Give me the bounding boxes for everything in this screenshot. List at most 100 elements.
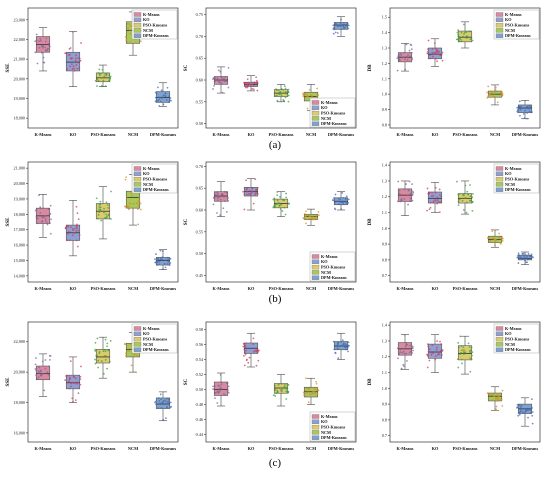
- data-point: [77, 392, 80, 395]
- data-point: [518, 254, 521, 257]
- row-label-a: (a): [268, 139, 282, 151]
- data-point: [157, 257, 159, 260]
- data-point: [76, 245, 79, 248]
- legend-swatch: [133, 171, 142, 176]
- legend-swatch: [495, 347, 504, 352]
- box-body: [487, 392, 503, 402]
- data-point: [74, 227, 76, 230]
- data-point: [457, 200, 460, 203]
- data-point: [315, 382, 318, 385]
- data-point: [340, 208, 343, 210]
- data-point: [127, 208, 130, 211]
- y-tick-label: 1.1: [382, 76, 387, 81]
- data-point: [285, 92, 288, 95]
- data-point: [405, 352, 408, 355]
- data-point: [72, 229, 74, 232]
- data-point: [218, 388, 221, 390]
- data-point: [161, 96, 164, 99]
- legend-swatch: [133, 182, 142, 187]
- data-point: [139, 40, 142, 43]
- legend-label: K-Means: [505, 12, 522, 17]
- data-point: [168, 264, 171, 266]
- data-point: [316, 214, 319, 217]
- data-point: [426, 354, 429, 357]
- legend-label: PSO-Kmeans: [143, 23, 168, 28]
- legend-swatch: [133, 28, 142, 33]
- data-point: [165, 99, 168, 101]
- data-point: [128, 350, 131, 353]
- data-point: [458, 198, 461, 201]
- data-point: [70, 63, 73, 66]
- data-point: [167, 258, 170, 261]
- data-point: [437, 351, 440, 354]
- data-point: [404, 58, 407, 61]
- data-point: [245, 342, 247, 345]
- data-point: [35, 216, 38, 219]
- data-point: [518, 100, 521, 103]
- data-point: [333, 348, 336, 351]
- data-point: [274, 203, 277, 206]
- data-point: [108, 360, 111, 363]
- y-tick-label: 0.46: [196, 417, 203, 422]
- data-point: [252, 343, 255, 345]
- data-point: [166, 256, 169, 259]
- data-point: [42, 61, 45, 64]
- legend-label: NCM: [505, 342, 515, 347]
- data-point: [465, 201, 468, 204]
- data-point: [436, 50, 439, 53]
- y-tick-label: 1.0: [382, 92, 387, 97]
- y-tick-label: 1.0: [382, 226, 387, 231]
- data-point: [457, 346, 460, 349]
- data-point: [223, 80, 226, 83]
- data-point: [163, 399, 166, 402]
- data-point: [44, 215, 47, 217]
- data-point: [67, 232, 69, 235]
- x-tick-label: K-Means: [35, 286, 52, 291]
- data-point: [347, 202, 349, 204]
- data-point: [399, 351, 402, 354]
- data-point: [251, 190, 254, 193]
- legend-label: KO: [505, 331, 512, 336]
- data-point: [159, 402, 162, 405]
- data-point: [96, 337, 99, 340]
- data-point: [334, 31, 337, 34]
- y-tick-label: 22,000: [13, 37, 25, 43]
- data-point: [531, 422, 534, 425]
- data-point: [215, 191, 217, 194]
- x-tick-label: DPM-Kmeans: [328, 446, 355, 451]
- data-point: [411, 194, 414, 196]
- data-point: [164, 259, 167, 261]
- data-point: [400, 367, 403, 370]
- data-point: [275, 203, 278, 205]
- data-point: [126, 204, 128, 207]
- data-point: [436, 340, 438, 343]
- box-dpm-kmeans: [516, 251, 534, 265]
- y-tick-label: 0.60: [196, 78, 203, 83]
- data-point: [69, 226, 72, 229]
- data-point: [127, 22, 129, 25]
- data-point: [396, 347, 399, 350]
- data-point: [217, 69, 220, 72]
- data-point: [458, 37, 461, 40]
- data-point: [272, 198, 275, 201]
- y-tick-label: 15,000: [13, 258, 25, 264]
- data-point: [498, 236, 501, 239]
- data-point: [458, 36, 461, 39]
- data-point: [212, 203, 215, 206]
- data-point: [426, 209, 428, 212]
- data-point: [156, 264, 158, 266]
- data-point: [312, 215, 315, 218]
- box-pso-kmeans: [95, 186, 112, 240]
- box-ncm: [486, 386, 504, 412]
- legend-swatch: [311, 414, 320, 419]
- data-point: [44, 40, 47, 43]
- data-point: [529, 409, 532, 411]
- data-point: [219, 389, 222, 392]
- box-body: [213, 191, 229, 202]
- data-point: [305, 388, 308, 390]
- data-point: [94, 348, 97, 351]
- data-point: [517, 252, 520, 255]
- legend-swatch: [311, 275, 320, 280]
- box-dpm-kmeans: [154, 391, 172, 422]
- data-point: [437, 353, 439, 356]
